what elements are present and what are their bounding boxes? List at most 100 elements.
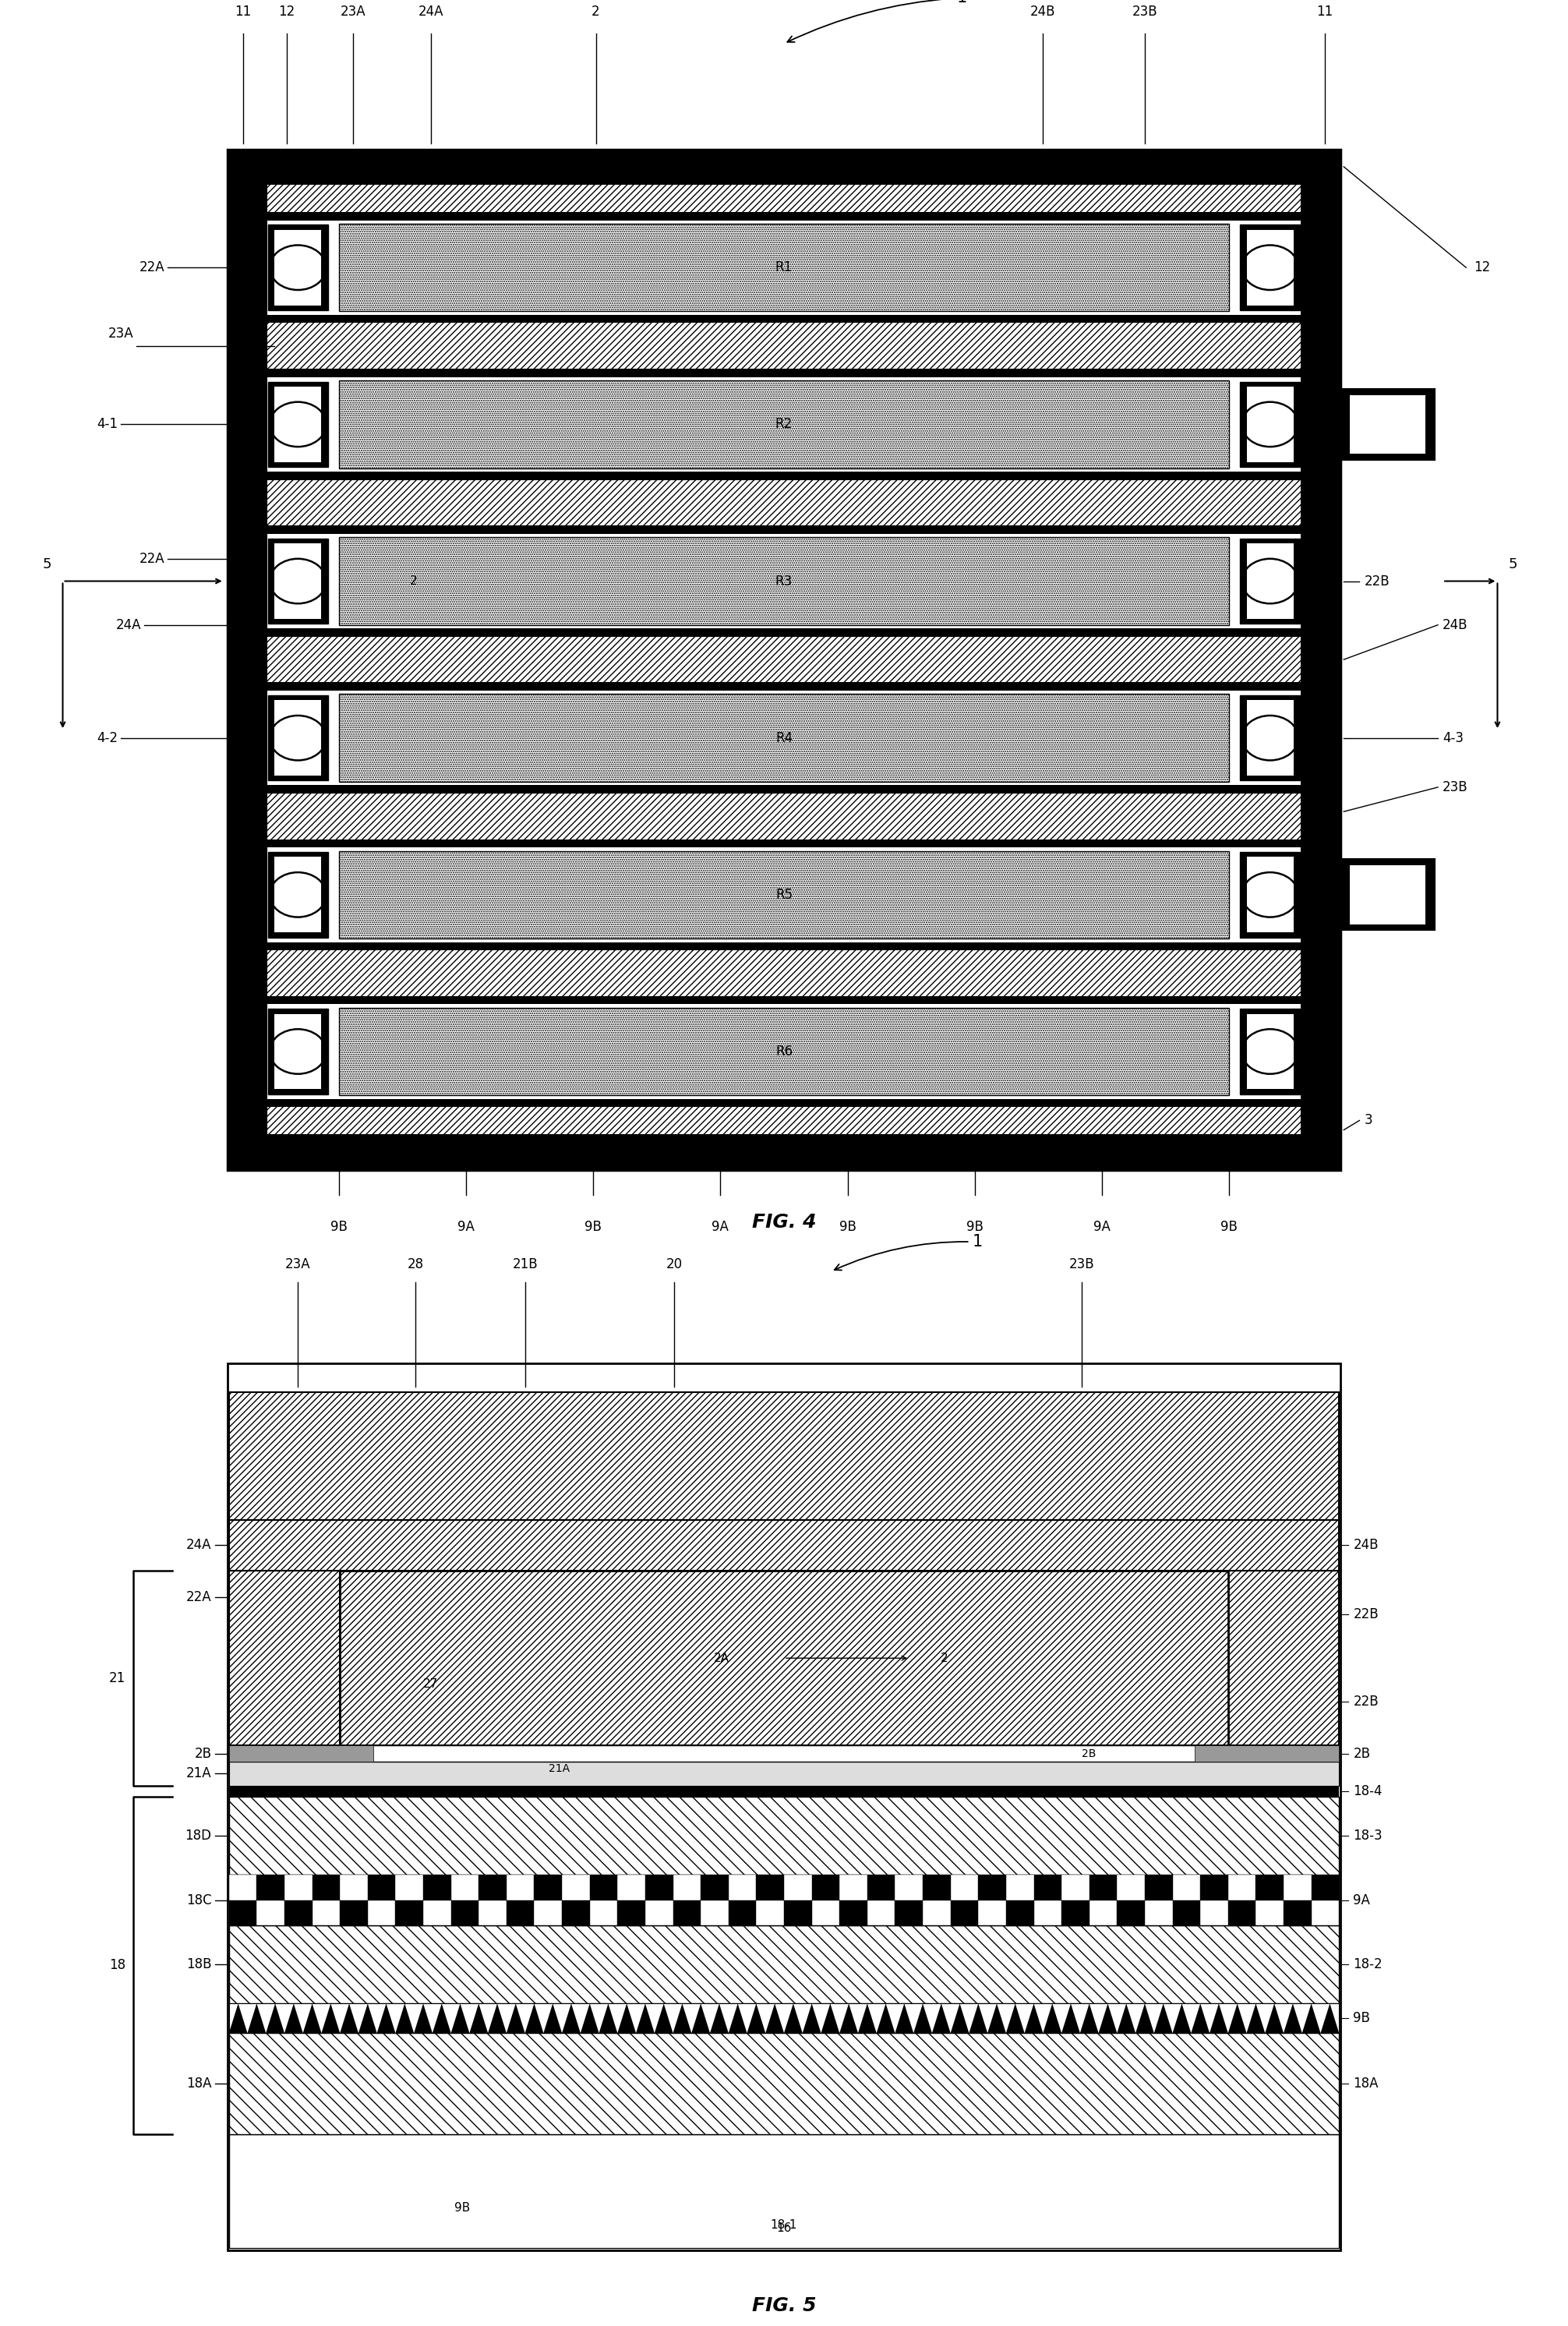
Bar (267, 314, 1301, 323)
Bar (227, 149, 1341, 184)
Bar (312, 1875, 340, 1900)
Text: 18-3: 18-3 (1353, 1828, 1383, 1842)
Text: 21B: 21B (513, 1258, 538, 1272)
Bar (561, 1900, 590, 1926)
Bar (1350, 865, 1425, 923)
Text: R1: R1 (775, 261, 793, 274)
Text: 2B: 2B (194, 1747, 212, 1761)
Bar (340, 1570, 1228, 1744)
Text: 11: 11 (235, 5, 251, 19)
Bar (1247, 386, 1294, 463)
Text: 23B: 23B (1069, 1258, 1094, 1272)
Bar (590, 1900, 618, 1926)
Bar (367, 1900, 395, 1926)
Polygon shape (988, 2003, 1007, 2033)
Bar (729, 1875, 756, 1900)
Bar (274, 856, 321, 933)
Bar (452, 1875, 478, 1900)
Bar (339, 693, 1229, 782)
Text: 9A: 9A (1093, 1219, 1110, 1233)
Polygon shape (340, 2003, 359, 2033)
Polygon shape (1043, 2003, 1062, 2033)
Bar (229, 1786, 1339, 1796)
Bar (1240, 851, 1300, 937)
Text: 1: 1 (834, 1235, 983, 1270)
Polygon shape (1228, 2003, 1247, 2033)
Text: 21A: 21A (187, 1768, 212, 1782)
Text: 18C: 18C (187, 1893, 212, 1907)
Text: 27: 27 (423, 1679, 439, 1691)
Text: 18: 18 (110, 1958, 125, 1972)
Polygon shape (1154, 2003, 1173, 2033)
Polygon shape (839, 2003, 858, 2033)
Text: 18-4: 18-4 (1353, 1784, 1383, 1798)
Bar (312, 1900, 340, 1926)
Bar (229, 1875, 257, 1900)
Text: 4-2: 4-2 (97, 730, 118, 744)
Polygon shape (1265, 2003, 1284, 2033)
Text: 9B: 9B (331, 1219, 348, 1233)
Polygon shape (914, 2003, 931, 2033)
Bar (274, 700, 321, 775)
Polygon shape (284, 2003, 303, 2033)
Text: 2B: 2B (1353, 1747, 1370, 1761)
Bar (590, 1875, 618, 1900)
Polygon shape (877, 2003, 895, 2033)
Polygon shape (729, 2003, 746, 2033)
Bar (340, 1900, 367, 1926)
Bar (922, 1875, 950, 1900)
Bar (267, 628, 1301, 635)
Bar (506, 1900, 535, 1926)
Bar (506, 1875, 535, 1900)
Text: 18A: 18A (187, 2077, 212, 2091)
Bar (268, 381, 328, 468)
Polygon shape (784, 2003, 803, 2033)
Bar (257, 1875, 284, 1900)
Bar (339, 537, 1229, 626)
Text: 22A: 22A (140, 261, 165, 274)
Bar (1240, 537, 1300, 623)
Bar (229, 1744, 1339, 1761)
Bar (229, 1570, 340, 1744)
Bar (729, 1900, 756, 1926)
Bar (267, 212, 1301, 323)
Polygon shape (1173, 2003, 1192, 2033)
Bar (229, 1570, 1339, 1744)
Bar (423, 1900, 452, 1926)
Bar (229, 2003, 1339, 2033)
Text: 9B: 9B (839, 1219, 856, 1233)
Bar (257, 1900, 284, 1926)
Bar (229, 1761, 1339, 1786)
Text: 22B: 22B (1353, 1607, 1378, 1621)
Bar (267, 526, 1301, 635)
Text: 18-2: 18-2 (1353, 1958, 1383, 1972)
Polygon shape (858, 2003, 877, 2033)
Bar (395, 1900, 423, 1926)
Polygon shape (673, 2003, 691, 2033)
Bar (267, 472, 1301, 479)
Bar (229, 2033, 1339, 2133)
Bar (1007, 1875, 1033, 1900)
Bar (229, 1391, 1339, 1519)
Bar (561, 1875, 590, 1900)
Bar (1240, 381, 1300, 468)
Bar (1256, 1875, 1284, 1900)
Text: 2: 2 (591, 5, 601, 19)
Polygon shape (895, 2003, 914, 2033)
Bar (478, 1900, 506, 1926)
Bar (229, 1519, 1339, 1570)
Bar (267, 942, 1301, 949)
Text: 3: 3 (1364, 1114, 1372, 1128)
Bar (1350, 395, 1425, 454)
Polygon shape (525, 2003, 544, 2033)
Bar (284, 1900, 312, 1926)
Bar (1201, 1875, 1228, 1900)
Bar (267, 684, 1301, 691)
Bar (535, 1900, 561, 1926)
Bar (1007, 1900, 1033, 1926)
Bar (839, 1900, 867, 1926)
Text: 12: 12 (1474, 261, 1491, 274)
Text: 9A: 9A (1353, 1893, 1370, 1907)
Polygon shape (376, 2003, 395, 2033)
Text: 24A: 24A (116, 619, 141, 633)
